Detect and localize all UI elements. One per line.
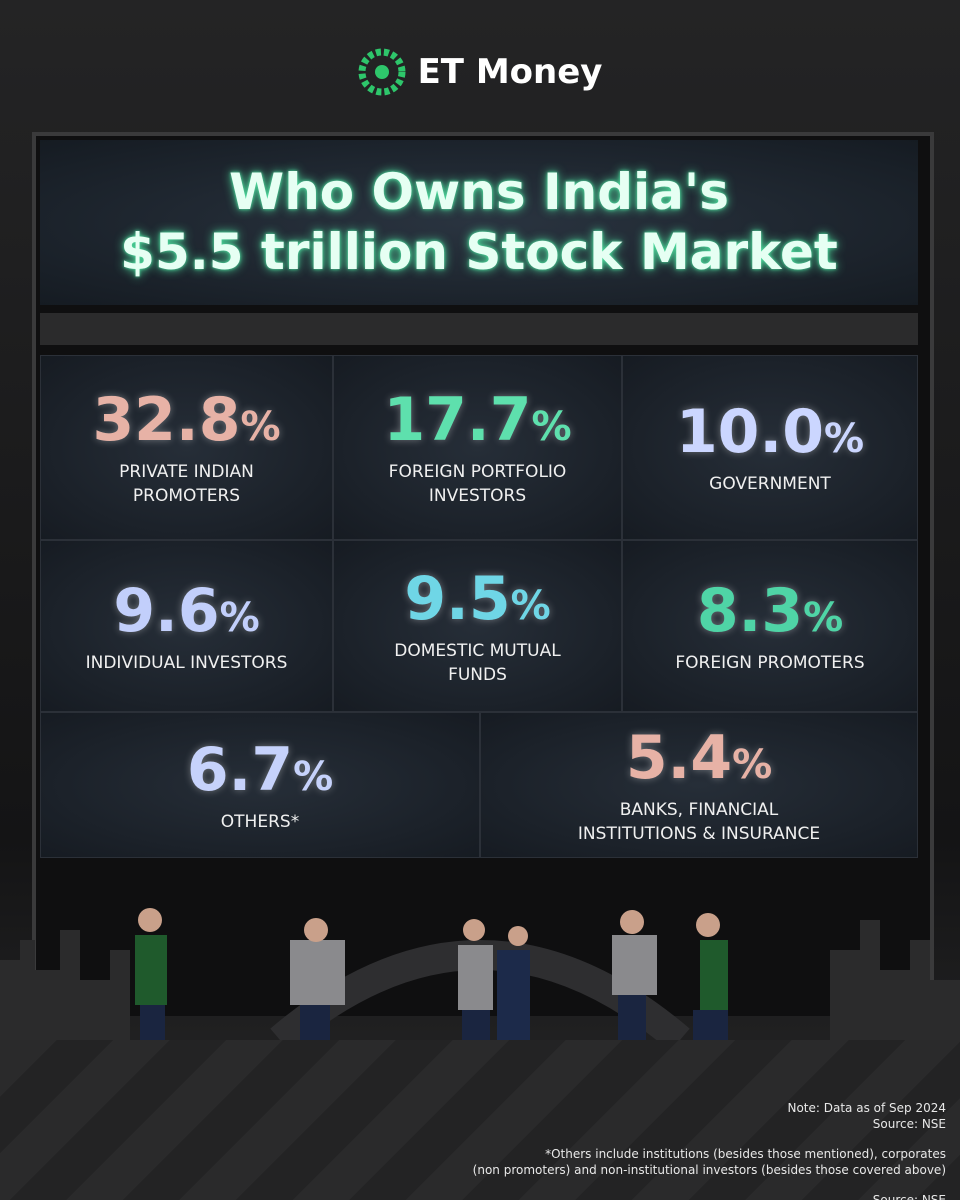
tile-label: OTHERS* [220, 811, 300, 832]
title-line: Who Owns India's [229, 163, 729, 221]
tile-value: 5.4% [626, 725, 772, 798]
tile: 6.7% OTHERS* [40, 712, 480, 858]
tile-label: FOREIGN PROMOTERS [675, 652, 865, 673]
unit: % [219, 594, 260, 641]
unit: % [732, 741, 773, 788]
unit: % [510, 582, 551, 629]
logo-icon [358, 48, 406, 96]
value: 10.0 [675, 397, 824, 467]
tile-value: 32.8% [92, 387, 280, 460]
tile: 9.5% DOMESTIC MUTUAL FUNDS [333, 540, 622, 712]
tile-value: 9.5% [404, 566, 550, 639]
value: 5.4 [625, 722, 733, 793]
value: 6.7 [186, 734, 294, 805]
value: 17.7 [383, 385, 532, 455]
note: Note: Data as of Sep 2024 [787, 1101, 946, 1115]
title-line: $5.5 trillion Stock Market [120, 223, 838, 281]
tile-value: 10.0% [676, 399, 864, 472]
footnote: *Others include institutions (besides th… [473, 1146, 946, 1178]
tile-label: GOVERNMENT [709, 474, 831, 494]
strip [40, 313, 918, 345]
unit: % [293, 753, 334, 800]
ground [0, 1040, 960, 1200]
source: Source: NSE [872, 1193, 946, 1200]
tile: 17.7% FOREIGN PORTFOLIO INVESTORS [333, 355, 622, 540]
tile-label: INSTITUTIONS & INSURANCE [577, 823, 821, 844]
tile-value: 9.6% [113, 578, 259, 651]
tile: 5.4% BANKS, FINANCIAL INSTITUTIONS & INSUR… [480, 712, 918, 858]
logo: ET Money [0, 48, 960, 96]
value: 9.6 [113, 575, 220, 646]
tile-grid: 32.8% PRIVATE INDIAN PROMOTERS 17.7% FOREIGN… [40, 355, 918, 858]
scene [0, 908, 960, 1060]
footnote-line: (non promoters) and non-institutional in… [472, 1163, 946, 1177]
tile-label: FOREIGN PORTFOLIO [388, 462, 567, 482]
tile-label: INDIVIDUAL INVESTORS [85, 652, 288, 673]
tile-label: DOMESTIC MUTUAL [394, 640, 561, 661]
unit: % [240, 404, 281, 450]
tile-label: PRIVATE INDIAN [119, 462, 254, 482]
unit: % [531, 404, 572, 450]
unit: % [823, 416, 865, 462]
tile-label: BANKS, FINANCIAL [619, 799, 779, 820]
value: 8.3 [696, 575, 804, 646]
tile-label: FUNDS [448, 664, 507, 685]
value: 9.5 [404, 563, 511, 634]
tile: 10.0% GOVERNMENT [622, 355, 918, 540]
footnote-line: *Others include institutions (besides th… [545, 1147, 946, 1161]
tile-value: 17.7% [383, 387, 571, 460]
tile-value: 8.3% [697, 578, 843, 651]
note: Source: NSE [872, 1117, 946, 1131]
tile: 32.8% PRIVATE INDIAN PROMOTERS [40, 355, 333, 540]
brand: ET Money [417, 52, 603, 92]
tile-value: 6.7% [187, 737, 333, 810]
tile-label: INVESTORS [428, 486, 527, 506]
value: 32.8 [92, 385, 241, 455]
unit: % [803, 594, 844, 641]
tile: 8.3% FOREIGN PROMOTERS [622, 540, 918, 712]
tile-label: PROMOTERS [132, 486, 241, 506]
tile: 9.6% INDIVIDUAL INVESTORS [40, 540, 333, 712]
notes: Note: Data as of Sep 2024 Source: NSE [787, 1100, 946, 1132]
title-board: Who Owns India's $5.5 trillion Stock Mar… [40, 140, 918, 305]
